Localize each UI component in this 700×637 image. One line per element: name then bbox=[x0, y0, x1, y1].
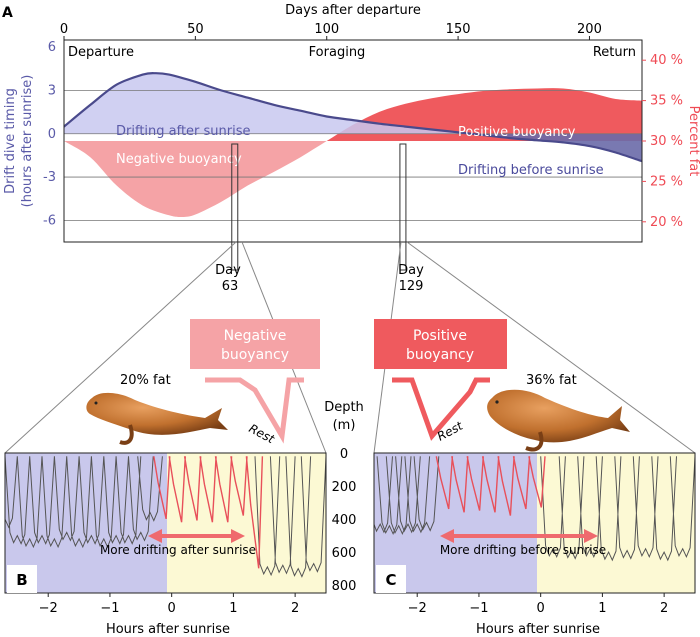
tick-label-0: −2 bbox=[408, 601, 427, 616]
drift-before-area bbox=[64, 133, 642, 162]
day63-label: Day bbox=[215, 263, 241, 278]
drift-timing-line bbox=[64, 72, 642, 163]
zoom-line-c-right bbox=[406, 241, 696, 454]
panel-letter-b: B bbox=[16, 571, 27, 589]
y2-tick-4: 20 % bbox=[650, 215, 683, 230]
left-axis-title-line1: Drift dive timing bbox=[3, 88, 18, 194]
x-tick-1: 50 bbox=[187, 22, 204, 37]
panel-c-xlabel: Hours after sunrise bbox=[476, 622, 600, 637]
panel-letter-c: C bbox=[385, 571, 396, 589]
panel-c-arrow bbox=[440, 529, 598, 543]
y-tick-4: -6 bbox=[43, 213, 56, 228]
depth-tick-0: 0 bbox=[340, 447, 348, 462]
day63-value: 63 bbox=[222, 279, 239, 294]
panel-c-annotation: More drifting before sunrise bbox=[440, 543, 606, 557]
y2-tick-0: 40 % bbox=[650, 53, 683, 68]
panel-c-x-ticks: −2 −1 0 1 2 bbox=[408, 593, 668, 616]
phase-return: Return bbox=[593, 45, 636, 60]
day129-value: 129 bbox=[399, 279, 424, 294]
day-markers bbox=[231, 143, 407, 271]
x-tick-4: 200 bbox=[577, 22, 602, 37]
panel-b-dive-trace bbox=[5, 456, 326, 578]
panel-a-gridlines bbox=[64, 90, 642, 221]
positive-dive-profile bbox=[392, 377, 490, 441]
tick-label-4: 2 bbox=[291, 601, 299, 616]
negative-buoyancy-area bbox=[64, 141, 642, 218]
negative-dive-profile bbox=[205, 377, 304, 444]
day-marker-129 bbox=[399, 143, 407, 271]
tick-label-1: −1 bbox=[100, 601, 119, 616]
y2-tick-2: 30 % bbox=[650, 134, 683, 149]
right-axis-title: Percent fat bbox=[686, 106, 700, 177]
panel-b-arrow bbox=[148, 529, 245, 543]
panel-b-xlabel: Hours after sunrise bbox=[106, 622, 230, 637]
y2-tick-3: 25 % bbox=[650, 174, 683, 189]
negative-box-line1: Negative bbox=[224, 328, 287, 344]
positive-box-line2: buoyancy bbox=[406, 347, 474, 363]
tick-label-1: −1 bbox=[469, 601, 488, 616]
x-tick-2: 100 bbox=[314, 22, 339, 37]
day-marker-63 bbox=[231, 143, 239, 271]
depth-tick-2: 400 bbox=[332, 513, 357, 528]
fat-label-c: 36% fat bbox=[526, 373, 577, 388]
seal-illustration-lean bbox=[86, 392, 228, 445]
panel-c-drift-dives bbox=[435, 456, 546, 516]
positive-box-line1: Positive bbox=[413, 328, 467, 344]
panel-b-day-bg bbox=[167, 453, 326, 593]
tick-label-2: 0 bbox=[537, 601, 545, 616]
label-positive-buoyancy: Positive buoyancy bbox=[458, 125, 576, 140]
y-tick-3: -3 bbox=[43, 170, 56, 185]
positive-buoyancy-area bbox=[64, 88, 642, 141]
y-tick-0: 6 bbox=[48, 40, 56, 55]
panel-b-x-ticks: −2 −1 0 1 2 bbox=[39, 593, 299, 616]
negative-box-line2: buoyancy bbox=[221, 347, 289, 363]
panel-c-letter-box bbox=[376, 565, 406, 593]
depth-tick-3: 600 bbox=[332, 546, 357, 561]
top-axis-title: Days after departure bbox=[285, 3, 421, 18]
label-drifting-before: Drifting before sunrise bbox=[458, 163, 604, 178]
tick-label-0: −2 bbox=[39, 601, 58, 616]
day129-label: Day bbox=[398, 263, 424, 278]
tick-label-3: 1 bbox=[229, 601, 237, 616]
negative-buoyancy-box bbox=[190, 319, 320, 369]
rest-label-c: Rest bbox=[435, 418, 466, 443]
depth-axis-ticks: 0 200 400 600 800 bbox=[332, 447, 357, 594]
panel-a-plot bbox=[64, 72, 642, 221]
panel-b-drift-dives bbox=[153, 456, 264, 569]
positive-buoyancy-box bbox=[374, 319, 507, 369]
depth-label-line1: Depth bbox=[324, 400, 364, 415]
left-axis-ticks: 6 3 0 -3 -6 bbox=[43, 40, 56, 228]
panel-letter-a: A bbox=[2, 5, 13, 21]
panel-b-frame bbox=[4, 452, 327, 594]
panel-b-letter-box bbox=[7, 565, 37, 593]
depth-tick-1: 200 bbox=[332, 480, 357, 495]
panel-c-frame bbox=[373, 452, 696, 594]
tick-label-2: 0 bbox=[168, 601, 176, 616]
panel-c-dive-trace bbox=[374, 456, 695, 562]
y2-tick-1: 35 % bbox=[650, 94, 683, 109]
top-axis-ticks: 0 50 100 150 200 bbox=[60, 22, 602, 40]
zoom-line-b-left bbox=[4, 241, 237, 454]
tick-label-4: 2 bbox=[660, 601, 668, 616]
tick-label-3: 1 bbox=[598, 601, 606, 616]
x-tick-3: 150 bbox=[446, 22, 471, 37]
left-axis-title-line2: (hours after sunrise) bbox=[20, 75, 35, 208]
right-axis-ticks: 40 % 35 % 30 % 25 % 20 % bbox=[642, 53, 683, 230]
panel-b-annotation: More drifting after sunrise bbox=[100, 543, 256, 557]
y-tick-1: 3 bbox=[48, 84, 56, 99]
phase-departure: Departure bbox=[68, 45, 134, 60]
x-tick-0: 0 bbox=[60, 22, 68, 37]
depth-tick-4: 800 bbox=[332, 579, 357, 594]
phase-foraging: Foraging bbox=[309, 45, 366, 60]
label-drifting-after: Drifting after sunrise bbox=[116, 124, 251, 139]
label-negative-buoyancy: Negative buoyancy bbox=[116, 152, 242, 167]
fat-label-b: 20% fat bbox=[120, 373, 171, 388]
depth-label-line2: (m) bbox=[333, 418, 356, 433]
seal-illustration-fat bbox=[487, 389, 630, 452]
y-tick-2: 0 bbox=[48, 127, 56, 142]
